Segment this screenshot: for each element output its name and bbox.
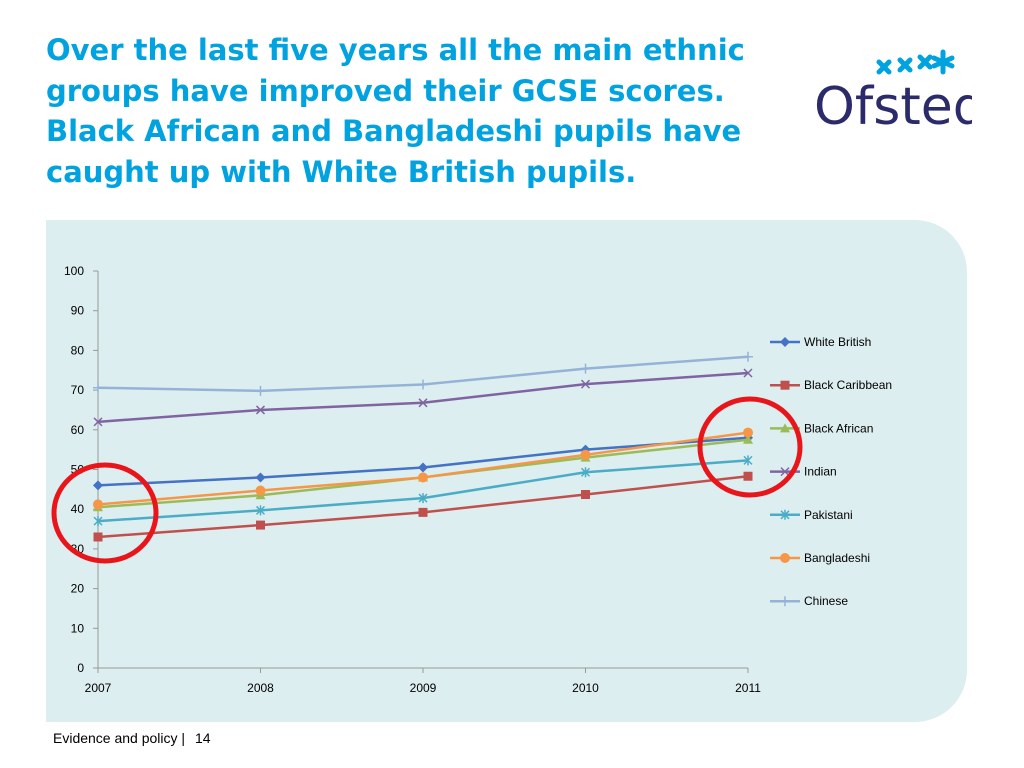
legend-label: Black African <box>804 421 873 435</box>
legend-item-pakistani: Pakistani <box>770 508 853 522</box>
y-tick-label: 40 <box>71 502 85 516</box>
data-point-indian <box>93 417 103 427</box>
y-tick-label: 70 <box>71 383 85 397</box>
data-point-bangladeshi <box>93 499 103 510</box>
y-tick-label: 100 <box>64 264 84 278</box>
chart-panel: 0 10 20 30 40 50 60 70 80 90 100 2007 2008 2009 2010 20… <box>46 220 967 722</box>
x-tick-label: 2009 <box>410 681 437 695</box>
data-point-chinese <box>93 382 103 393</box>
y-tick-label: 90 <box>71 304 85 318</box>
data-point-chinese <box>580 363 591 374</box>
legend-label: Pakistani <box>804 508 853 522</box>
legend-item-chinese: Chinese <box>770 594 848 608</box>
y-tick-label: 10 <box>71 621 85 635</box>
series-chinese <box>93 351 753 396</box>
chart-series <box>93 351 753 542</box>
data-point-white-british <box>255 472 266 483</box>
data-point-bangladeshi <box>255 485 266 496</box>
legend-label: Chinese <box>804 594 848 608</box>
legend-item-white-british: White British <box>770 335 871 349</box>
legend-marker <box>780 509 790 520</box>
legend-marker <box>780 553 790 563</box>
x-tick-label: 2011 <box>735 681 761 695</box>
data-point-black-caribbean <box>418 507 428 517</box>
highlight-circles <box>51 396 803 564</box>
footer-text: Evidence and policy | <box>53 730 186 746</box>
data-point-chinese <box>418 379 428 390</box>
footer: Evidence and policy | 14 <box>53 730 211 746</box>
legend-label: Bangladeshi <box>804 551 870 565</box>
data-point-chinese <box>255 385 266 396</box>
data-point-white-british <box>418 462 428 473</box>
data-point-white-british <box>93 480 103 491</box>
data-point-black-caribbean <box>743 471 753 481</box>
legend-item-black-caribbean: Black Caribbean <box>770 378 892 392</box>
logo-text: Ofsted <box>814 77 972 130</box>
legend-label: White British <box>804 335 871 349</box>
data-point-bangladeshi <box>580 449 591 460</box>
data-point-black-caribbean <box>581 490 590 500</box>
data-point-pakistani <box>93 516 103 527</box>
y-tick-label: 80 <box>71 343 85 357</box>
data-point-pakistani <box>418 493 428 504</box>
chart-legend: White British Black Caribbean Black Africa… <box>770 335 892 608</box>
legend-item-indian: Indian <box>770 465 837 479</box>
data-point-bangladeshi <box>743 427 753 438</box>
y-tick-label: 0 <box>77 661 84 675</box>
data-point-black-african <box>743 434 753 444</box>
ofsted-logo-graphic: Ofsted <box>814 49 986 137</box>
data-point-pakistani <box>255 505 266 516</box>
data-point-black-caribbean <box>93 532 103 542</box>
x-tick-label: 2007 <box>85 681 112 695</box>
data-point-pakistani <box>580 467 591 478</box>
legend-label: Black Caribbean <box>804 378 892 392</box>
page-number: 14 <box>194 730 211 746</box>
ofsted-logo: Ofsted <box>812 48 986 137</box>
legend-item-black-african: Black African <box>770 421 873 435</box>
series-indian <box>93 368 753 427</box>
legend-marker <box>780 380 790 390</box>
data-point-black-caribbean <box>256 520 265 530</box>
x-tick-label: 2008 <box>247 681 274 695</box>
data-point-pakistani <box>743 455 753 466</box>
legend-marker <box>780 596 790 607</box>
data-point-chinese <box>743 351 753 362</box>
x-tick-label: 2010 <box>572 681 599 695</box>
data-point-indian <box>580 379 591 389</box>
legend-item-bangladeshi: Bangladeshi <box>770 551 870 565</box>
series-pakistani <box>93 455 753 527</box>
data-point-bangladeshi <box>418 472 428 483</box>
highlight-circle-2007 <box>51 462 159 564</box>
data-point-indian <box>418 398 428 408</box>
legend-label: Indian <box>804 465 837 479</box>
legend-marker <box>780 467 790 477</box>
legend-marker <box>780 337 790 347</box>
data-point-indian <box>255 405 266 415</box>
data-point-indian <box>743 368 753 378</box>
series-black-caribbean <box>93 471 753 542</box>
series-bangladeshi <box>93 427 753 510</box>
legend-marker <box>780 423 790 433</box>
y-tick-label: 60 <box>71 423 85 437</box>
slide-title: Over the last five years all the main et… <box>46 33 745 189</box>
series-line-black-caribbean <box>97 475 749 539</box>
highlight-circle-2011 <box>697 396 803 498</box>
y-tick-label: 20 <box>71 582 85 596</box>
